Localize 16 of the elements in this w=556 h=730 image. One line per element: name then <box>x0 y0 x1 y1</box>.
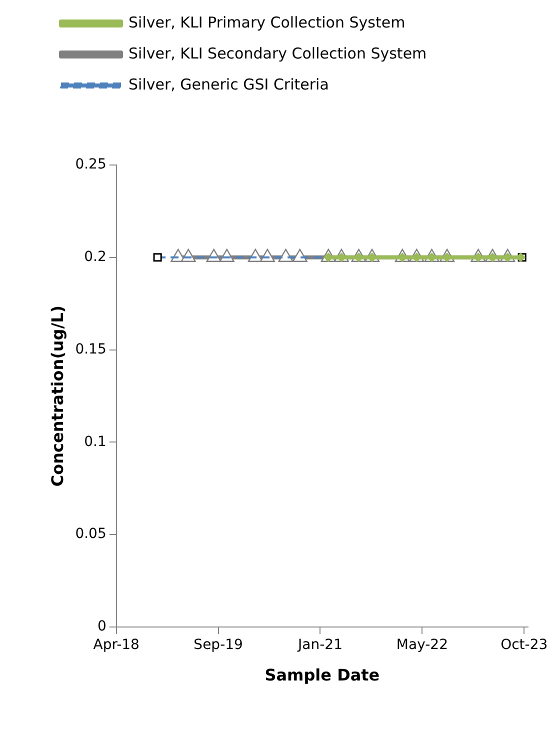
y-tick-label: 0 <box>97 618 106 635</box>
x-tick-label: Oct-23 <box>500 637 548 654</box>
x-axis-title: Sample Date <box>264 666 380 685</box>
x-tick-label: May-22 <box>396 637 448 654</box>
y-tick-label: 0.05 <box>75 526 106 542</box>
x-tick-label: Apr-18 <box>93 637 140 654</box>
y-tick-label: 0.25 <box>75 156 106 173</box>
legend-label: Silver, KLI Primary Collection System <box>128 13 406 32</box>
legend-label: Silver, Generic GSI Criteria <box>128 75 329 94</box>
y-tick-label: 0.15 <box>75 341 106 358</box>
legend-label: Silver, KLI Secondary Collection System <box>128 44 427 62</box>
x-tick-label: Jan-21 <box>297 637 342 654</box>
y-tick-label: 0.1 <box>84 434 106 450</box>
x-tick-label: Sep-19 <box>194 637 243 654</box>
y-axis-title: Concentration(ug/L) <box>48 305 67 487</box>
y-tick-label: 0.2 <box>84 249 106 266</box>
